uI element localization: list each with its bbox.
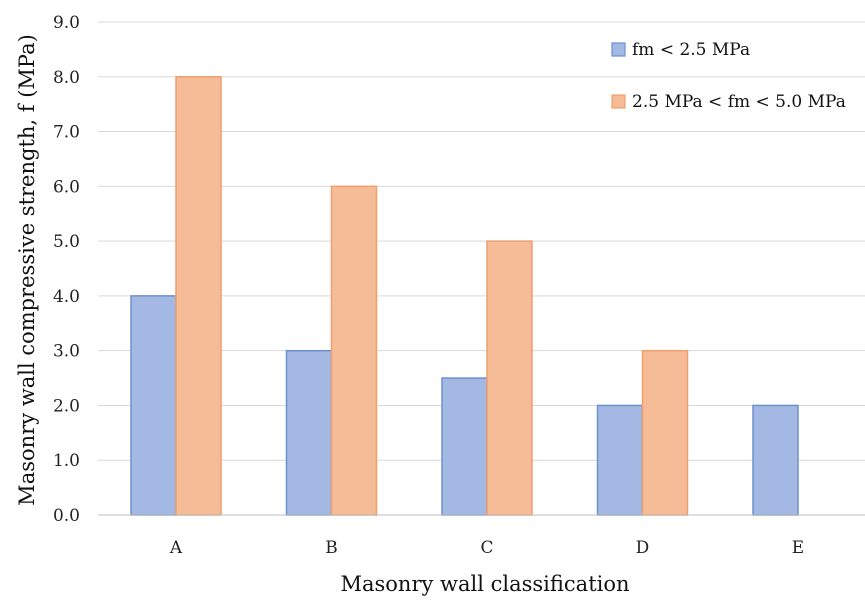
y-tick-label: 9.0 <box>53 13 80 33</box>
bar-b-series-1 <box>285 349 333 516</box>
y-tick-label: 6.0 <box>53 177 80 197</box>
x-axis-title: Masonry wall classification <box>340 572 629 596</box>
legend-label: 2.5 MPa < fm < 5.0 MPa <box>632 92 846 112</box>
x-tick-label: A <box>169 538 183 558</box>
x-tick-label: D <box>636 538 650 558</box>
bars <box>130 76 799 516</box>
y-tick-label: 1.0 <box>53 451 80 471</box>
y-tick-label: 2.0 <box>53 396 80 416</box>
legend: fm < 2.5 MPa 2.5 MPa < fm < 5.0 MPa <box>611 40 846 112</box>
bar-d-series-1 <box>596 404 644 516</box>
bar-c-series-1 <box>441 377 488 516</box>
x-tick-label: C <box>480 538 493 558</box>
bar-d-series-2 <box>641 349 689 516</box>
y-tick-label: 8.0 <box>53 68 80 88</box>
x-tick-label: E <box>792 538 804 558</box>
bar-b-series-2 <box>330 185 378 516</box>
bar-a-series-1 <box>130 295 177 516</box>
y-tick-label: 7.0 <box>53 123 80 143</box>
legend-swatch <box>611 42 626 57</box>
bar-e-series-1 <box>752 404 799 516</box>
y-axis-title: Masonry wall compressive strength, f (MP… <box>15 34 39 506</box>
bar-a-series-2 <box>175 76 222 516</box>
x-tick-label: B <box>325 538 338 558</box>
y-tick-label: 0.0 <box>53 506 80 526</box>
legend-swatch <box>611 94 626 109</box>
y-tick-label: 3.0 <box>53 342 80 362</box>
y-tick-label: 4.0 <box>53 287 80 307</box>
legend-label: fm < 2.5 MPa <box>632 40 750 60</box>
gridlines <box>98 21 865 461</box>
x-tick-labels: A B C D E <box>169 538 804 558</box>
bar-c-series-2 <box>486 240 533 516</box>
y-tick-labels: 0.0 1.0 2.0 3.0 4.0 5.0 6.0 7.0 8.0 9.0 <box>53 13 80 526</box>
y-tick-label: 5.0 <box>53 232 80 252</box>
